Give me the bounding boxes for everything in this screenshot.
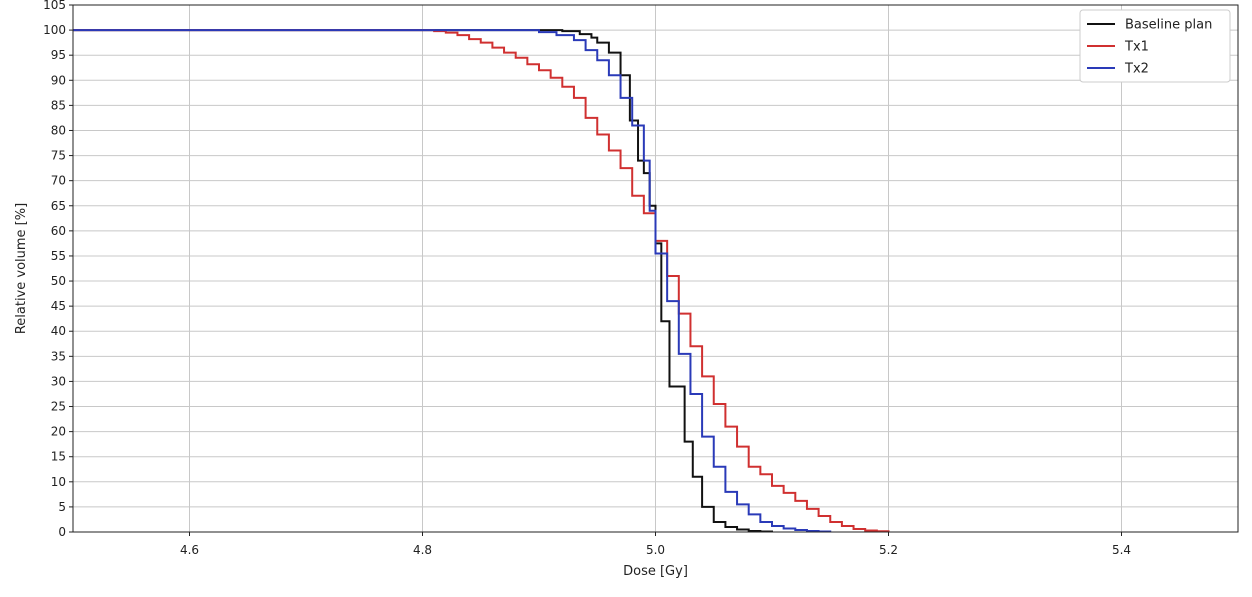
y-axis-ticks: 0 5 10 15 20 25 30 35 40 45 50 55 60 65 70 75 80 85 90 95 10… bbox=[43, 0, 73, 539]
x-tick-label: 5.4 bbox=[1112, 543, 1131, 557]
series-line-3 bbox=[73, 29, 832, 533]
legend: Baseline plan Tx1 Tx2 bbox=[1079, 9, 1231, 83]
y-tick-label: 95 bbox=[51, 48, 66, 62]
y-tick-label: 35 bbox=[51, 349, 66, 363]
x-axis-label: Dose [Gy] bbox=[623, 564, 688, 579]
x-tick-label: 5.2 bbox=[879, 543, 898, 557]
y-tick-label: 75 bbox=[51, 149, 66, 163]
y-tick-label: 60 bbox=[51, 224, 66, 238]
y-tick-label: 10 bbox=[51, 475, 66, 489]
legend-box bbox=[1079, 9, 1231, 83]
y-tick-label: 20 bbox=[51, 425, 66, 439]
y-axis-label: Relative volume [%] bbox=[14, 203, 29, 334]
y-tick-label: 0 bbox=[58, 525, 66, 539]
y-tick-label: 100 bbox=[43, 23, 66, 37]
legend-label: Tx1 bbox=[1124, 40, 1149, 55]
y-tick-label: 5 bbox=[58, 500, 66, 514]
x-tick-label: 5.0 bbox=[646, 543, 665, 557]
x-tick-label: 4.8 bbox=[413, 543, 432, 557]
y-tick-label: 40 bbox=[51, 324, 66, 338]
y-tick-label: 30 bbox=[51, 374, 66, 388]
x-axis-ticks: 4.6 4.8 5.0 5.2 5.4 bbox=[180, 532, 1131, 557]
y-tick-label: 50 bbox=[51, 274, 66, 288]
y-tick-label: 85 bbox=[51, 98, 66, 112]
series-layer bbox=[73, 29, 890, 533]
y-tick-label: 70 bbox=[51, 174, 66, 188]
y-tick-label: 25 bbox=[51, 400, 66, 414]
y-tick-label: 105 bbox=[43, 0, 66, 12]
y-tick-label: 45 bbox=[51, 299, 66, 313]
x-tick-label: 4.6 bbox=[180, 543, 199, 557]
y-tick-label: 80 bbox=[51, 123, 66, 137]
y-tick-label: 65 bbox=[51, 199, 66, 213]
y-tick-label: 15 bbox=[51, 450, 66, 464]
y-tick-label: 55 bbox=[51, 249, 66, 263]
legend-label: Tx2 bbox=[1124, 62, 1149, 77]
legend-label: Baseline plan bbox=[1125, 18, 1212, 33]
y-tick-label: 90 bbox=[51, 73, 66, 87]
